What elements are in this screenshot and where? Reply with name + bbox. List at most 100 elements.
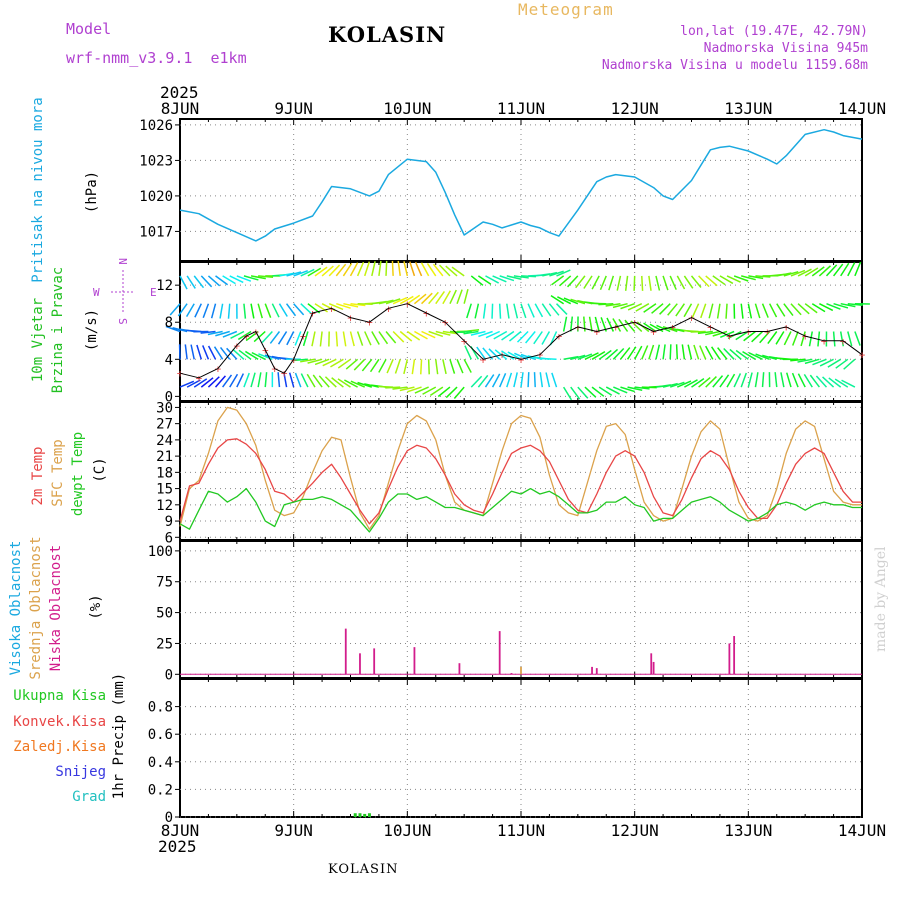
wind-barb <box>277 372 281 388</box>
cloud-bar <box>595 668 598 675</box>
wind-barb <box>385 260 388 276</box>
wind-barb <box>378 358 387 373</box>
wind-barb <box>210 303 217 319</box>
wind-barb <box>250 303 255 319</box>
y-tick-label: 1023 <box>139 153 173 169</box>
wind-barb <box>520 303 527 319</box>
y-tick-label: 0.6 <box>148 727 173 743</box>
wind-barb <box>193 275 205 289</box>
wind-barb <box>253 330 266 343</box>
wind-barb <box>633 275 636 291</box>
wind-barb <box>307 358 323 364</box>
wind-barb <box>755 353 770 361</box>
wind-barb <box>196 344 203 360</box>
wind-barb <box>194 303 202 318</box>
wind-barb <box>832 263 844 277</box>
wind-barb <box>790 269 806 277</box>
wind-barb <box>356 331 364 346</box>
wind-barb <box>675 303 686 317</box>
pressure-unit: (hPa) <box>84 171 100 213</box>
wind-title-1: 10m Vjetar <box>30 298 46 382</box>
wind-barb <box>719 374 730 388</box>
wind-barb <box>243 372 250 388</box>
y-tick-label: 18 <box>156 465 173 481</box>
temp-title-2: SFC Temp <box>50 439 66 506</box>
wind-barb <box>643 303 657 313</box>
wind-barb <box>577 353 593 361</box>
wind-speed-marker: + <box>196 372 203 385</box>
wind-barb <box>551 275 565 286</box>
cloud-mid-title: Srednja Oblacnost <box>28 536 44 679</box>
wind-barb <box>833 302 849 309</box>
wind-barb <box>776 303 786 317</box>
y-tick-label: 75 <box>156 575 173 591</box>
wind-barb <box>513 372 518 388</box>
wind-barb <box>729 348 742 360</box>
wind-barb <box>214 375 226 388</box>
wind-barb <box>414 261 423 277</box>
wind-barb <box>705 275 718 287</box>
wind-barb <box>428 291 439 305</box>
wind-barb <box>456 330 472 334</box>
wind-barb <box>791 331 799 346</box>
wind-barb <box>278 303 288 317</box>
wind-barb <box>464 345 472 360</box>
wind-barb <box>569 316 574 332</box>
wind-speed-marker: + <box>593 326 600 339</box>
wind-barb <box>456 289 463 304</box>
wind-barb <box>612 318 622 332</box>
precip-legend-item: Ukupna Kisa <box>13 688 106 704</box>
precip-legend-item: Zaledj.Kisa <box>13 739 106 755</box>
wind-barb <box>819 358 834 367</box>
wind-barb <box>215 330 230 337</box>
wind-barb <box>811 303 826 313</box>
y-tick-label: 27 <box>156 417 173 433</box>
wind-barb <box>371 331 380 345</box>
footer-station: KOLASIN <box>328 862 399 877</box>
wind-barb <box>698 377 711 388</box>
wind-barb <box>435 291 446 305</box>
wind-barb <box>392 296 408 305</box>
wind-barb <box>651 303 664 314</box>
wind-barb <box>655 275 661 291</box>
y-tick-label: 12 <box>156 498 173 514</box>
wind-barb <box>179 380 195 388</box>
cloud-bar <box>733 636 736 675</box>
wind-barb <box>761 303 769 318</box>
wind-barb <box>488 348 501 360</box>
wind-barb <box>827 358 842 368</box>
x-tick-label-top: 9JUN <box>274 99 313 118</box>
wind-barb <box>840 262 850 277</box>
wind-barb <box>222 374 233 388</box>
y-tick-label: 0 <box>165 667 173 683</box>
wind-barb <box>811 266 825 277</box>
wind-barb <box>442 359 447 375</box>
wind-speed-line <box>179 303 863 379</box>
wind-barb <box>406 330 421 341</box>
wind-barb <box>293 269 308 277</box>
precip-bar <box>363 813 367 817</box>
wind-barb <box>567 275 579 288</box>
pressure-title: Pritisak na nivou mora <box>30 97 46 282</box>
wind-barb <box>285 303 297 317</box>
wind-barb <box>485 330 500 339</box>
year-bottom: 2025 <box>158 837 197 856</box>
wind-barb <box>236 373 245 388</box>
wind-barb <box>177 303 188 317</box>
wind-barb <box>466 303 472 319</box>
wind-barb <box>516 330 529 343</box>
wind-barb <box>588 316 593 332</box>
wind-barb <box>386 358 394 374</box>
model-elevation-label: Nadmorska Visina u modelu 1159.68m <box>601 58 868 73</box>
wind-barb <box>207 345 217 360</box>
wind-barb <box>513 303 519 319</box>
wind-barb <box>733 373 742 388</box>
x-tick-label-bottom: 12JUN <box>611 821 659 840</box>
wind-barb <box>735 330 749 341</box>
wind-speed-marker: + <box>764 326 771 339</box>
wind-barb <box>219 303 224 319</box>
wind-barb <box>520 372 524 388</box>
wind-barb <box>397 260 401 277</box>
wind-barb <box>335 263 347 277</box>
wind-barb <box>687 344 693 360</box>
